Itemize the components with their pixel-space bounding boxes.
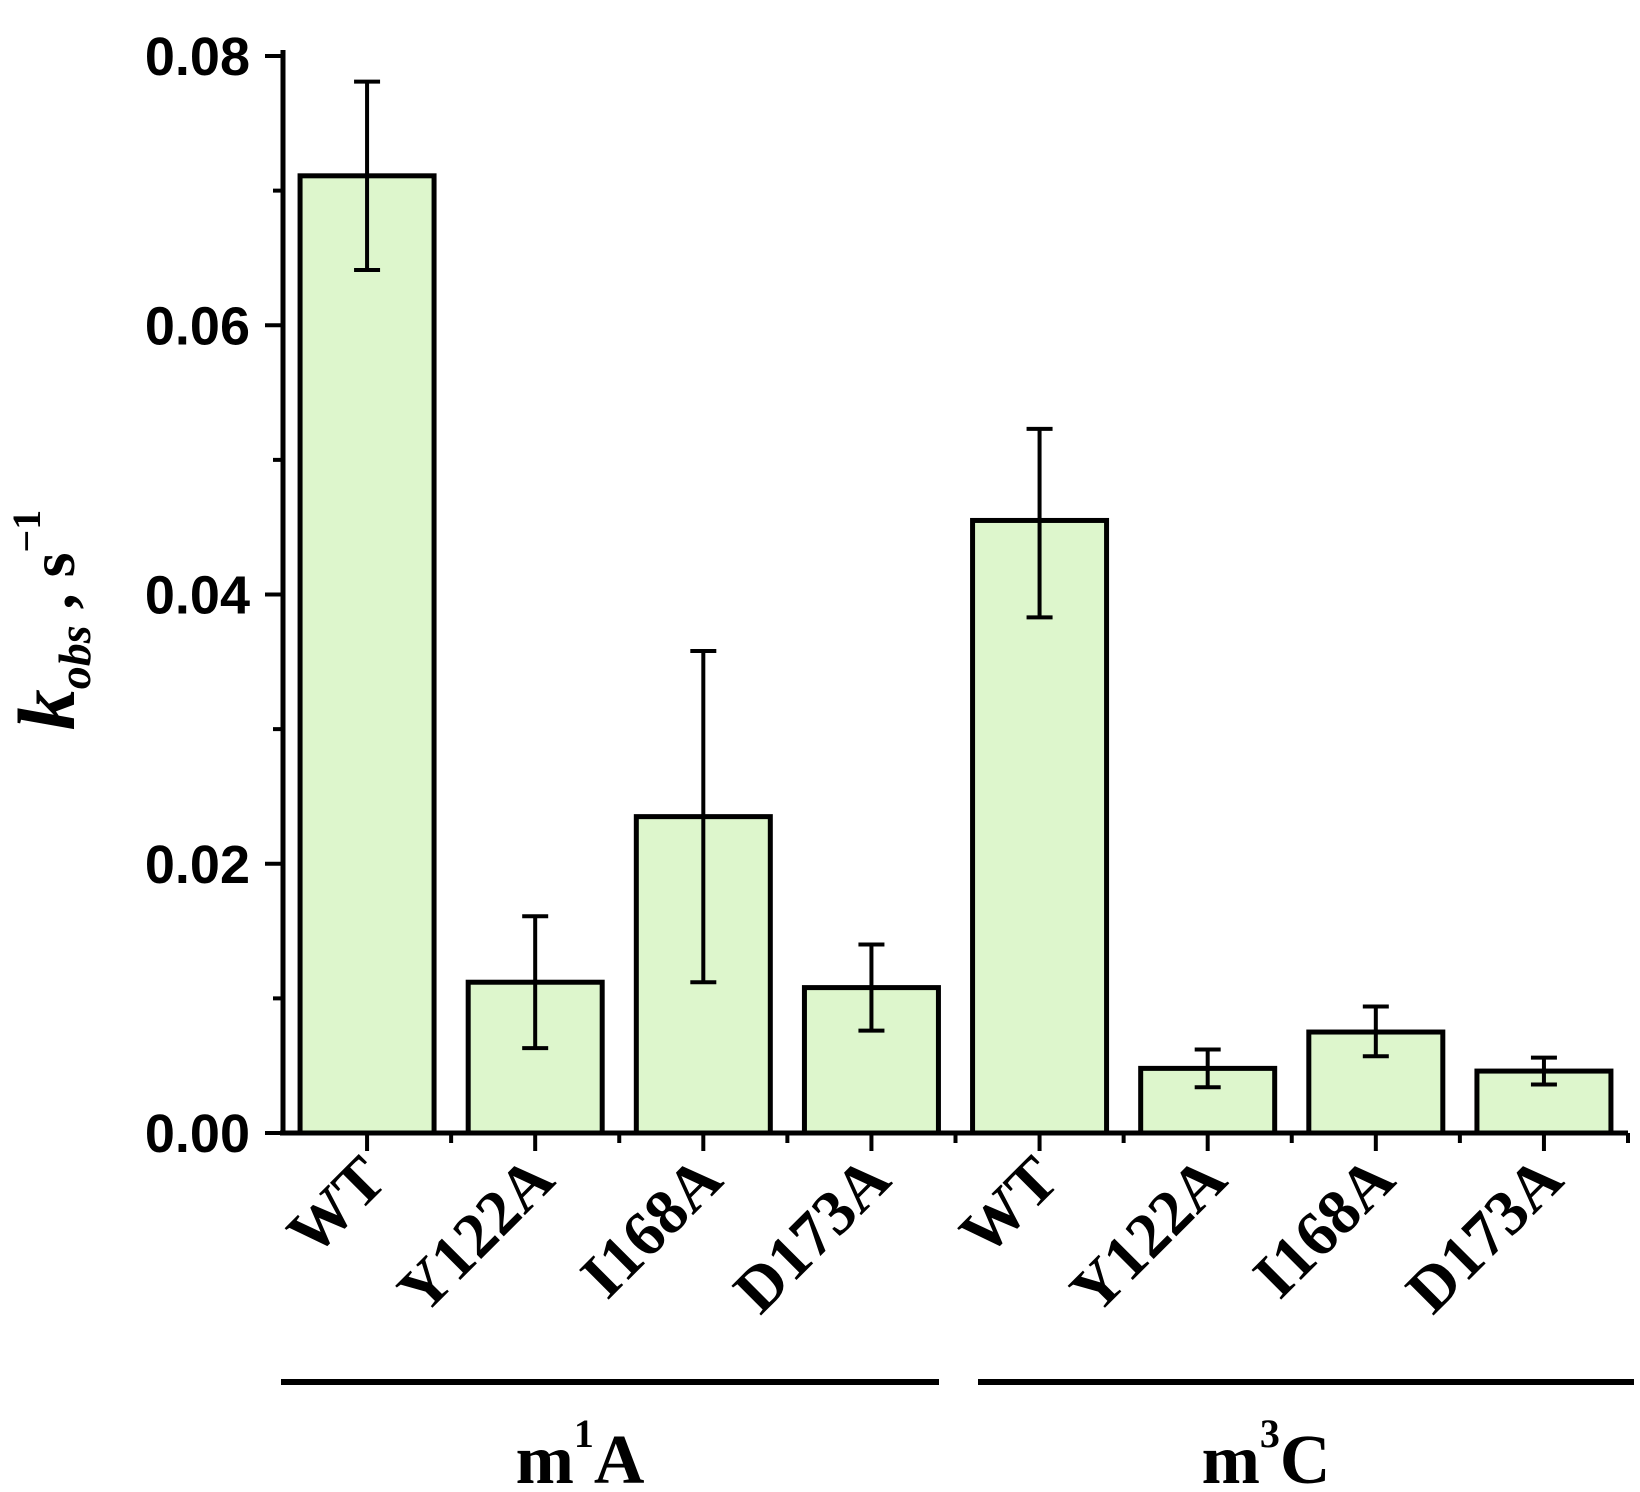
category-label-6: I168A <box>1239 1143 1407 1311</box>
y-tick-label-1: 0.02 <box>145 835 250 895</box>
error-bar-4 <box>1026 426 1053 620</box>
error-bar-5 <box>1194 1047 1221 1090</box>
error-bar-7 <box>1530 1055 1557 1087</box>
y-tick-label-4: 0.08 <box>145 27 250 87</box>
y-axis-title-symbol: k <box>1 689 92 730</box>
y-axis-title: kobs , s−1 <box>1 510 100 731</box>
error-bar-6 <box>1362 1004 1389 1059</box>
group-label-m1a: m1A <box>516 1411 645 1492</box>
category-label-5: Y122A <box>1056 1143 1239 1326</box>
bar-0 <box>297 173 437 1136</box>
y-tick-label-0: 0.00 <box>145 1104 250 1164</box>
y-tick-label-3: 0.06 <box>145 296 250 356</box>
error-bars-layer <box>354 79 1557 1090</box>
x-ticks-layer <box>365 1133 1630 1151</box>
category-label-0: WT <box>273 1143 399 1269</box>
group-label-m3c: m3C <box>1202 1411 1331 1492</box>
bars-layer <box>297 173 1614 1136</box>
y-axis-title-subscript: obs <box>49 625 100 689</box>
category-label-2: I168A <box>567 1143 735 1311</box>
category-label-1: Y122A <box>384 1143 567 1326</box>
y-axis-title-unit: , s <box>17 552 88 625</box>
y-tick-label-2: 0.04 <box>145 566 250 626</box>
y-ticks-layer: 0.00 0.02 0.04 0.06 0.08 <box>145 27 283 1164</box>
error-bar-2 <box>690 649 717 985</box>
category-label-7: D173A <box>1392 1143 1575 1326</box>
error-bar-1 <box>522 914 549 1051</box>
bar-4 <box>970 517 1110 1136</box>
y-axis-title-superscript: −1 <box>4 510 49 553</box>
category-label-4: WT <box>946 1143 1072 1269</box>
svg-text:kobs , s−1: kobs , s−1 <box>1 510 100 731</box>
category-label-3: D173A <box>720 1143 903 1326</box>
error-bar-0 <box>354 79 381 273</box>
error-bar-3 <box>858 942 885 1033</box>
